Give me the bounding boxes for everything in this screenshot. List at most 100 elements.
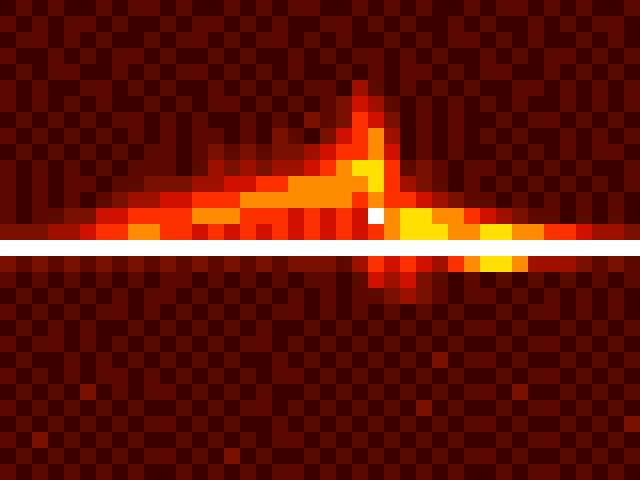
heatmap-cell	[32, 192, 49, 209]
heatmap-cell	[480, 128, 497, 145]
heatmap-cell	[32, 400, 49, 417]
heatmap-cell	[576, 112, 593, 129]
heatmap-cell	[64, 128, 81, 145]
heatmap-cell	[16, 144, 33, 161]
heatmap-cell	[48, 432, 65, 449]
heatmap-cell	[192, 112, 209, 129]
heatmap-cell	[288, 208, 305, 225]
heatmap-cell	[112, 208, 129, 225]
heatmap-cell	[384, 416, 401, 433]
heatmap-cell	[112, 272, 129, 289]
heatmap-cell	[48, 0, 65, 17]
heatmap-cell	[416, 288, 433, 305]
heatmap-cell	[528, 368, 545, 385]
heatmap-cell	[192, 128, 209, 145]
heatmap-cell	[304, 400, 321, 417]
heatmap-cell	[224, 96, 241, 113]
heatmap-cell	[272, 416, 289, 433]
heatmap-cell	[32, 96, 49, 113]
heatmap-cell	[224, 16, 241, 33]
heatmap-cell	[432, 176, 449, 193]
heatmap-cell	[560, 128, 577, 145]
heatmap-cell	[208, 0, 225, 17]
heatmap-cell	[144, 464, 161, 480]
heatmap-cell	[368, 0, 385, 17]
heatmap-cell	[256, 96, 273, 113]
heatmap-cell	[528, 192, 545, 209]
heatmap-cell	[304, 128, 321, 145]
heatmap-cell	[512, 432, 529, 449]
heatmap-cell	[32, 256, 49, 273]
heatmap-cell	[48, 256, 65, 273]
heatmap-cell	[368, 96, 385, 113]
heatmap-cell	[144, 160, 161, 177]
heatmap-cell	[256, 192, 273, 209]
heatmap-cell	[160, 368, 177, 385]
heatmap-cell	[352, 320, 369, 337]
heatmap-cell	[16, 240, 33, 257]
heatmap-cell	[240, 432, 257, 449]
heatmap-cell	[80, 128, 97, 145]
heatmap-cell	[432, 144, 449, 161]
heatmap-cell	[0, 256, 17, 273]
heatmap-cell	[160, 272, 177, 289]
heatmap-cell	[384, 192, 401, 209]
heatmap-cell	[112, 112, 129, 129]
heatmap-cell	[512, 448, 529, 465]
heatmap-cell	[608, 64, 625, 81]
heatmap-cell	[176, 400, 193, 417]
heatmap-cell	[16, 64, 33, 81]
heatmap-cell	[64, 112, 81, 129]
heatmap-cell	[560, 144, 577, 161]
heatmap-cell	[208, 272, 225, 289]
heatmap-cell	[416, 0, 433, 17]
heatmap-cell	[0, 16, 17, 33]
heatmap-cell	[192, 0, 209, 17]
heatmap-cell	[240, 128, 257, 145]
heatmap-cell	[288, 464, 305, 480]
heatmap-cell	[304, 16, 321, 33]
heatmap-cell	[48, 144, 65, 161]
heatmap-cell	[544, 80, 561, 97]
heatmap-cell	[16, 336, 33, 353]
heatmap-cell	[384, 368, 401, 385]
heatmap-cell	[192, 448, 209, 465]
heatmap-cell	[0, 112, 17, 129]
heatmap-cell	[608, 96, 625, 113]
heatmap-cell	[512, 64, 529, 81]
heatmap-cell	[544, 368, 561, 385]
heatmap-cell	[528, 128, 545, 145]
heatmap-cell	[608, 304, 625, 321]
heatmap-cell	[416, 352, 433, 369]
heatmap-cell	[336, 144, 353, 161]
heatmap-cell	[464, 208, 481, 225]
heatmap-cell	[576, 80, 593, 97]
heatmap-cell	[528, 16, 545, 33]
heatmap-cell	[624, 16, 640, 33]
heatmap-cell	[144, 336, 161, 353]
heatmap-cell	[208, 240, 225, 257]
heatmap-cell	[32, 112, 49, 129]
heatmap-cell	[560, 176, 577, 193]
heatmap-cell	[496, 64, 513, 81]
heatmap-cell	[64, 400, 81, 417]
heatmap-cell	[80, 320, 97, 337]
heatmap-cell	[96, 64, 113, 81]
heatmap-cell	[624, 288, 640, 305]
heatmap-cell	[128, 64, 145, 81]
heatmap-cell	[448, 400, 465, 417]
heatmap-cell	[336, 16, 353, 33]
heatmap-cell	[352, 352, 369, 369]
heatmap-cell	[16, 320, 33, 337]
heatmap-cell	[288, 304, 305, 321]
heatmap-cell	[192, 240, 209, 257]
heatmap-cell	[144, 224, 161, 241]
heatmap-cell	[160, 288, 177, 305]
heatmap-cell	[480, 416, 497, 433]
heatmap-cell	[192, 352, 209, 369]
heatmap-cell	[128, 368, 145, 385]
heatmap-cell	[32, 304, 49, 321]
heatmap-cell	[464, 224, 481, 241]
heatmap-cell	[80, 112, 97, 129]
heatmap-cell	[304, 240, 321, 257]
